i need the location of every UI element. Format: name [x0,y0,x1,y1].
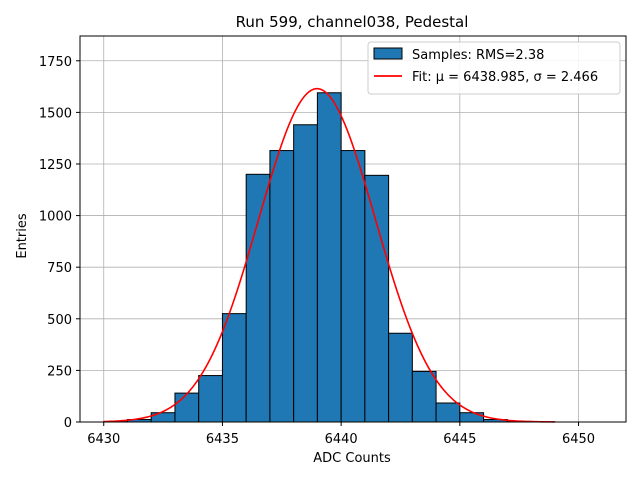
y-tick-label: 1500 [39,106,72,121]
x-tick-label: 6435 [206,432,239,447]
x-axis-ticks: 6430 6435 6440 6445 6450 [87,422,595,447]
x-tick-label: 6445 [443,432,476,447]
y-tick-label: 0 [64,416,72,431]
legend-histogram-swatch [373,47,403,60]
y-tick-label: 500 [47,313,72,328]
x-tick-label: 6450 [562,432,595,447]
y-tick-label: 1750 [39,55,72,70]
y-axis-title: Entries [15,213,30,259]
histogram-bar [221,313,247,423]
plot-frame [79,35,627,423]
histogram-bar [411,370,437,423]
x-tick-label: 6430 [87,432,120,447]
y-tick-label: 750 [47,261,72,276]
legend-box [367,41,621,95]
x-tick-label: 6440 [325,432,358,447]
fit-curve-layer [103,87,555,423]
histogram-bar [245,173,271,423]
histogram-bar [293,124,318,423]
histogram-bar [316,92,342,423]
y-axis-ticks: 0 250 500 750 1000 1250 1500 1750 [39,55,80,431]
histogram-bar [174,392,200,423]
histogram-bar [364,174,390,423]
y-tick-label: 1000 [39,210,72,225]
legend-fit-label: Fit: μ = 6438.985, σ = 2.466 [412,70,598,85]
histogram-bar [269,150,295,423]
histogram-bar [198,375,223,423]
histogram-bar [388,332,413,423]
chart-title: Run 599, channel038, Pedestal [236,13,469,31]
legend-histogram-label: Samples: RMS=2.38 [412,48,544,63]
y-tick-label: 1250 [39,158,72,173]
histogram-bar [459,412,485,423]
legend: Samples: RMS=2.38 Fit: μ = 6438.985, σ =… [367,41,621,95]
y-tick-label: 250 [47,364,72,379]
x-axis-title: ADC Counts [313,451,391,466]
fit-curve [103,87,555,423]
histogram-bar [340,150,366,423]
histogram-bar [435,402,461,423]
